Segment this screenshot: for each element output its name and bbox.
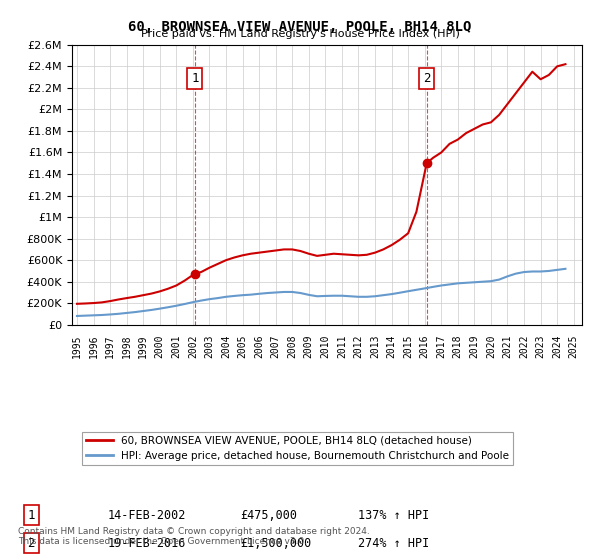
Text: £1,500,000: £1,500,000 xyxy=(240,536,311,550)
Text: 2: 2 xyxy=(28,536,35,550)
Text: 1: 1 xyxy=(191,72,199,85)
Text: Contains HM Land Registry data © Crown copyright and database right 2024.
This d: Contains HM Land Registry data © Crown c… xyxy=(18,526,370,546)
Text: £475,000: £475,000 xyxy=(240,508,298,522)
Text: 2: 2 xyxy=(423,72,430,85)
Text: Price paid vs. HM Land Registry's House Price Index (HPI): Price paid vs. HM Land Registry's House … xyxy=(140,29,460,39)
Text: 60, BROWNSEA VIEW AVENUE, POOLE, BH14 8LQ: 60, BROWNSEA VIEW AVENUE, POOLE, BH14 8L… xyxy=(128,20,472,34)
Text: 14-FEB-2002: 14-FEB-2002 xyxy=(108,508,186,522)
Text: 137% ↑ HPI: 137% ↑ HPI xyxy=(358,508,429,522)
Text: 1: 1 xyxy=(28,508,35,522)
Text: 274% ↑ HPI: 274% ↑ HPI xyxy=(358,536,429,550)
Text: 19-FEB-2016: 19-FEB-2016 xyxy=(108,536,186,550)
Legend: 60, BROWNSEA VIEW AVENUE, POOLE, BH14 8LQ (detached house), HPI: Average price, : 60, BROWNSEA VIEW AVENUE, POOLE, BH14 8L… xyxy=(82,432,513,465)
